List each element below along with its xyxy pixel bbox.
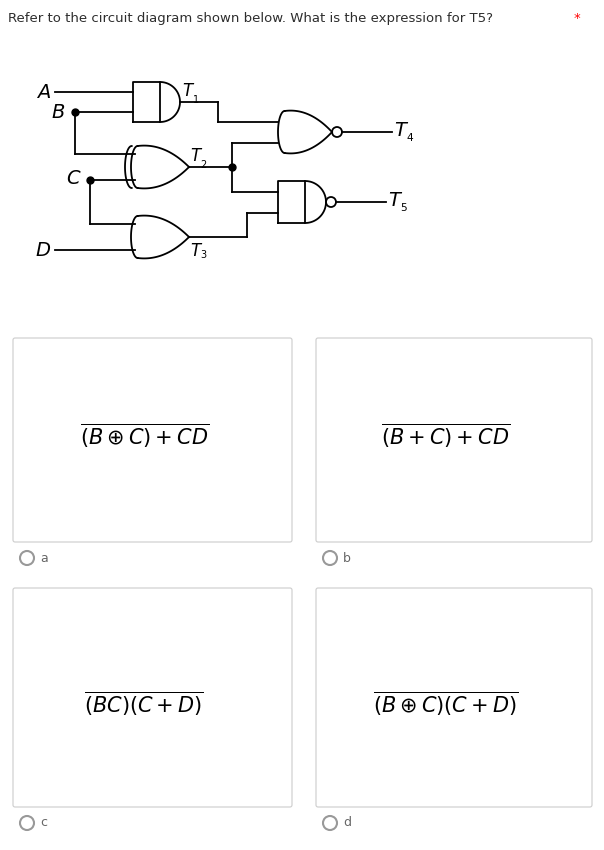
Text: $T$: $T$ bbox=[388, 190, 403, 209]
FancyBboxPatch shape bbox=[316, 338, 592, 542]
Text: $T$: $T$ bbox=[190, 147, 203, 165]
Text: a: a bbox=[40, 552, 48, 564]
Text: $_1$: $_1$ bbox=[192, 92, 199, 106]
Text: $_5$: $_5$ bbox=[400, 199, 408, 213]
Text: $_3$: $_3$ bbox=[200, 247, 208, 261]
FancyBboxPatch shape bbox=[13, 588, 292, 807]
Text: d: d bbox=[343, 817, 351, 830]
Text: $B$: $B$ bbox=[51, 103, 65, 122]
Text: $T$: $T$ bbox=[182, 82, 195, 100]
Text: $_2$: $_2$ bbox=[200, 157, 207, 171]
Text: *: * bbox=[574, 12, 581, 25]
Text: $T$: $T$ bbox=[190, 242, 203, 260]
Text: $A$: $A$ bbox=[36, 82, 51, 101]
Text: $D$: $D$ bbox=[35, 241, 51, 260]
Text: $\overline{(B+C)+CD}$: $\overline{(B+C)+CD}$ bbox=[381, 422, 510, 451]
Text: $_4$: $_4$ bbox=[406, 128, 414, 144]
FancyBboxPatch shape bbox=[13, 338, 292, 542]
Text: Refer to the circuit diagram shown below. What is the expression for T5?: Refer to the circuit diagram shown below… bbox=[8, 12, 493, 25]
Text: $C$: $C$ bbox=[66, 169, 82, 188]
Text: $\overline{(B\oplus C)+CD}$: $\overline{(B\oplus C)+CD}$ bbox=[80, 422, 209, 451]
Text: $\overline{(B\oplus C)(C+D)}$: $\overline{(B\oplus C)(C+D)}$ bbox=[373, 689, 518, 718]
Text: c: c bbox=[40, 817, 47, 830]
FancyBboxPatch shape bbox=[316, 588, 592, 807]
Text: b: b bbox=[343, 552, 351, 564]
Text: $T$: $T$ bbox=[394, 121, 409, 139]
Text: $\overline{(BC)(C+D)}$: $\overline{(BC)(C+D)}$ bbox=[85, 689, 204, 718]
